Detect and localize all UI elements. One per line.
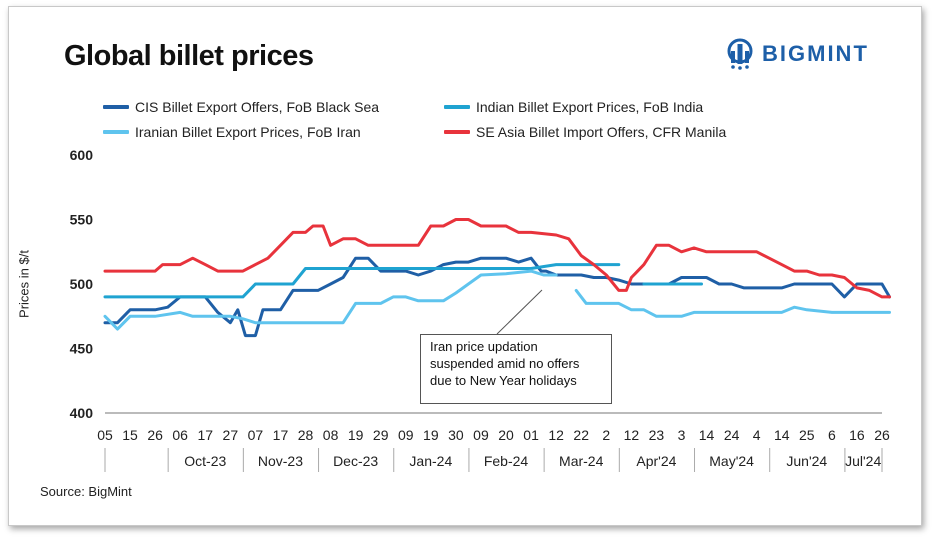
x-tick-label: 09 (398, 427, 414, 443)
legend-label: SE Asia Billet Import Offers, CFR Manila (476, 124, 727, 140)
x-tick-label: 08 (323, 427, 339, 443)
x-tick-label: 12 (624, 427, 640, 443)
y-tick-label: 500 (70, 276, 94, 292)
x-tick-label: 05 (97, 427, 113, 443)
x-tick-label: 19 (348, 427, 364, 443)
legend-swatch (103, 130, 129, 134)
legend-label: CIS Billet Export Offers, FoB Black Sea (135, 99, 380, 115)
x-tick-label: 3 (678, 427, 686, 443)
x-tick-label: 16 (849, 427, 865, 443)
brand-logo: BIGMINT (724, 38, 869, 70)
x-tick-label: 12 (548, 427, 564, 443)
callout-line: suspended amid no offers (430, 356, 580, 371)
x-tick-label: 22 (573, 427, 589, 443)
x-tick-label: 15 (122, 427, 138, 443)
x-tick-label: 19 (423, 427, 439, 443)
bigmint-logo-icon (727, 38, 753, 70)
x-tick-label: 07 (248, 427, 264, 443)
x-tick-label: 17 (273, 427, 289, 443)
legend-label: Indian Billet Export Prices, FoB India (476, 99, 704, 115)
series-line (103, 256, 891, 338)
month-label: Dec-23 (333, 453, 378, 469)
callout-leader (496, 289, 543, 335)
x-tick-label: 14 (774, 427, 790, 443)
legend-item-seasia: SE Asia Billet Import Offers, CFR Manila (444, 124, 726, 140)
month-label: Mar-24 (559, 453, 604, 469)
legend-swatch (444, 130, 470, 134)
legend-swatch (103, 105, 129, 109)
legend-item-india: Indian Billet Export Prices, FoB India (444, 99, 703, 115)
month-label: Jan-24 (409, 453, 452, 469)
x-tick-label: 26 (147, 427, 163, 443)
chart-title: Global billet prices (64, 40, 314, 72)
x-tick-label: 01 (523, 427, 539, 443)
legend-label: Iranian Billet Export Prices, FoB Iran (135, 124, 361, 140)
y-tick-label: 450 (70, 341, 94, 357)
x-tick-label: 20 (498, 427, 514, 443)
y-tick-label: 400 (70, 405, 94, 421)
month-label: Oct-23 (184, 453, 226, 469)
month-label: Apr'24 (636, 453, 676, 469)
legend-item-iran: Iranian Billet Export Prices, FoB Iran (103, 124, 361, 140)
series-line (103, 263, 621, 299)
x-tick-label: 23 (649, 427, 665, 443)
y-tick-label: 600 (70, 147, 94, 163)
x-tick-label: 17 (197, 427, 213, 443)
x-tick-label: 4 (753, 427, 761, 443)
x-tick-label: 27 (223, 427, 239, 443)
callout-line: Iran price updation (430, 339, 538, 354)
series-line (103, 218, 891, 299)
source-note: Source: BigMint (40, 484, 132, 499)
month-label: May'24 (709, 453, 754, 469)
y-tick-label: 550 (70, 212, 94, 228)
x-tick-label: 14 (699, 427, 715, 443)
x-tick-label: 09 (473, 427, 489, 443)
callout-line: due to New Year holidays (430, 373, 577, 388)
series-line (103, 269, 558, 331)
callout-box: Iran price updation suspended amid no of… (420, 334, 612, 404)
x-tick-label: 25 (799, 427, 815, 443)
month-label: Jul'24 (845, 453, 881, 469)
x-tick-label: 2 (602, 427, 610, 443)
x-tick-label: 28 (298, 427, 314, 443)
legend-item-cis: CIS Billet Export Offers, FoB Black Sea (103, 99, 379, 115)
x-tick-label: 30 (448, 427, 464, 443)
x-tick-label: 29 (373, 427, 389, 443)
brand-name: BIGMINT (762, 41, 869, 66)
month-label: Nov-23 (258, 453, 303, 469)
x-tick-label: 06 (172, 427, 188, 443)
x-tick-label: 24 (724, 427, 740, 443)
x-tick-label: 26 (874, 427, 890, 443)
x-tick-label: 6 (828, 427, 836, 443)
month-label: Jun'24 (786, 453, 827, 469)
legend-swatch (444, 105, 470, 109)
series-line (574, 288, 891, 318)
month-label: Feb-24 (484, 453, 529, 469)
